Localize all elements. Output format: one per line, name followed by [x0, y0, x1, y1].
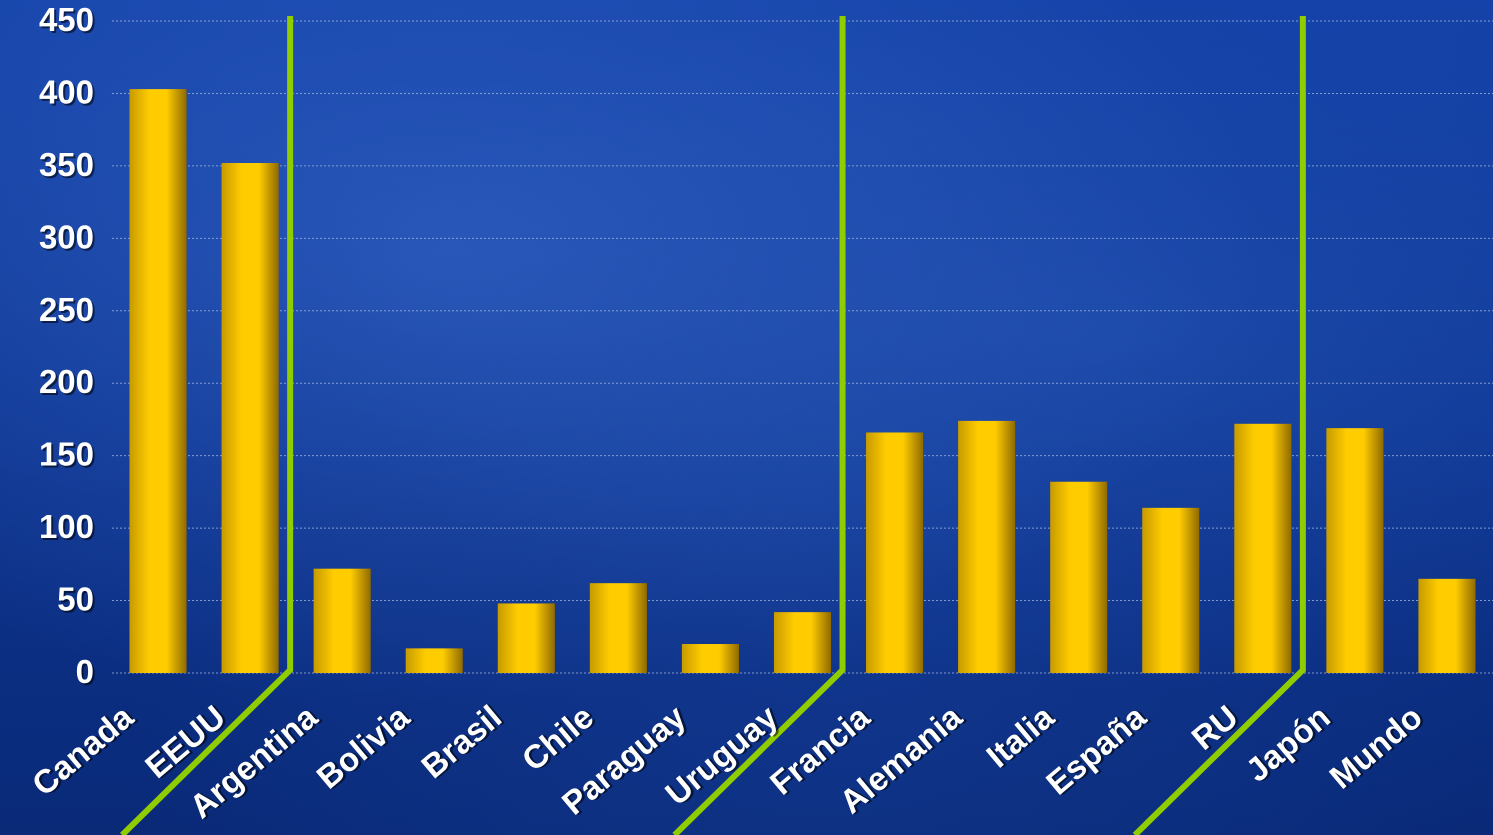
x-tick-label-españa: España — [1039, 697, 1153, 801]
bar-japón — [1326, 428, 1384, 673]
x-tick-label-ru: RU — [1184, 698, 1244, 757]
bar-ru — [1234, 423, 1292, 673]
y-tick-label: 250 — [39, 291, 94, 328]
y-tick-label-shadow: 150 — [41, 438, 96, 475]
y-tick-label: 400 — [39, 73, 94, 110]
bar-españa — [1142, 507, 1200, 673]
group-separator-line — [120, 16, 294, 835]
y-tick-label-shadow: 50 — [59, 583, 96, 620]
y-tick-label: 300 — [39, 218, 94, 255]
bar-argentina — [313, 568, 371, 673]
y-tick-label-shadow: 400 — [41, 75, 96, 112]
x-tick-label-brasil: Brasil — [414, 698, 508, 785]
group-separators — [120, 16, 1306, 835]
y-tick-label: 100 — [39, 508, 94, 545]
bars — [129, 89, 1476, 674]
y-tick-label-shadow: 0 — [78, 655, 96, 692]
bar-canada — [129, 89, 187, 673]
y-tick-label-shadow: 350 — [41, 148, 96, 185]
group-separator-line — [1132, 16, 1306, 835]
bar-italia — [1050, 481, 1108, 673]
x-tick-label-canada: Canada — [25, 697, 141, 802]
bar-bolivia — [405, 648, 463, 673]
x-tick-label-bolivia: Bolivia — [309, 697, 416, 795]
group-separator-line — [672, 16, 846, 835]
y-tick-label-shadow: 250 — [41, 293, 96, 330]
bar-eeuu — [221, 162, 279, 674]
x-tick-label-italia: Italia — [979, 697, 1061, 774]
x-tick-label-japón: Japón — [1239, 698, 1337, 789]
x-tick-label-mundo: Mundo — [1322, 698, 1429, 796]
y-tick-label-shadow: 300 — [41, 220, 96, 257]
bar-francia — [866, 432, 924, 673]
y-tick-label-shadow: 100 — [41, 510, 96, 547]
bar-uruguay — [773, 612, 832, 673]
y-tick-label: 150 — [39, 436, 94, 473]
bar-paraguay — [681, 644, 739, 673]
y-tick-label-shadow: 200 — [41, 365, 96, 402]
bar-brasil — [497, 603, 555, 673]
bar-chile — [589, 583, 647, 673]
y-tick-label: 350 — [39, 146, 94, 183]
y-axis: 0050501001001501502002002502503003003503… — [39, 1, 96, 692]
y-tick-label: 200 — [39, 363, 94, 400]
y-tick-label: 0 — [76, 653, 94, 690]
y-tick-label: 50 — [57, 581, 94, 618]
y-tick-label: 450 — [39, 1, 94, 38]
y-tick-label-shadow: 450 — [41, 3, 96, 40]
bar-mundo — [1418, 578, 1476, 673]
bar-alemania — [958, 420, 1016, 673]
